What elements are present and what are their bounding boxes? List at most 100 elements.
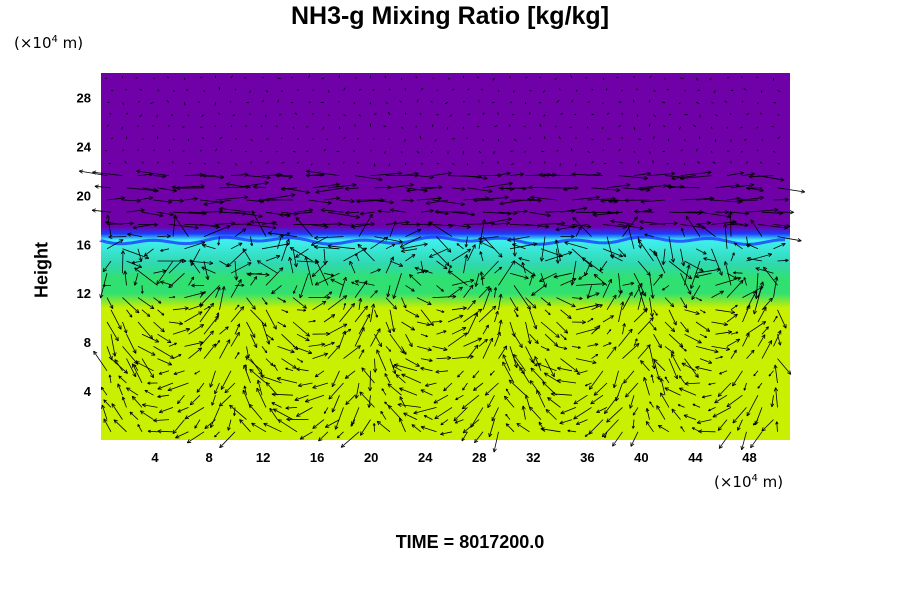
vector-arrow <box>730 89 734 92</box>
vector-arrow-head <box>692 403 695 407</box>
vector-arrow-head <box>690 285 694 289</box>
vector-arrow <box>578 272 588 280</box>
vector-arrow-head <box>656 376 660 381</box>
vector-arrow-head <box>596 172 601 174</box>
vector-arrow-head <box>673 221 678 224</box>
vector-arrow <box>739 199 759 201</box>
vector-arrow <box>374 309 378 318</box>
vector-arrow-head <box>153 187 158 191</box>
vector-arrow <box>726 313 738 323</box>
vector-arrow-head <box>387 383 392 386</box>
vector-arrow-head <box>345 212 350 215</box>
vector-arrow <box>256 260 278 274</box>
vector-arrow <box>218 112 220 115</box>
vector-arrow-head <box>761 427 764 432</box>
vector-arrow-head <box>218 209 223 212</box>
vector-arrow-head <box>140 410 145 412</box>
vector-arrow-head <box>601 432 604 438</box>
vector-arrow-head <box>145 255 150 259</box>
vector-arrow-head <box>428 347 432 351</box>
vector-arrow <box>587 101 590 103</box>
vector-arrow-head <box>127 232 132 235</box>
vector-arrow-head <box>508 218 512 222</box>
vector-arrow <box>430 100 433 103</box>
vector-arrow <box>761 211 784 214</box>
vector-arrow-head <box>204 427 209 429</box>
vector-arrow-head <box>292 367 297 369</box>
vector-arrow-head <box>227 225 231 229</box>
vector-arrow-head <box>359 391 362 396</box>
vector-arrow-head <box>444 265 448 269</box>
vector-arrow-head <box>513 364 518 368</box>
vector-arrow-head <box>251 334 256 338</box>
vector-arrow <box>494 222 510 225</box>
vector-arrow-head <box>645 408 648 412</box>
vector-arrow <box>467 244 476 262</box>
vector-arrow-head <box>236 352 240 354</box>
vector-arrow-head <box>571 210 576 214</box>
vector-arrow <box>711 290 724 298</box>
vector-arrow <box>680 149 684 152</box>
vector-arrow-head <box>367 387 371 392</box>
vector-arrow-head <box>315 375 319 378</box>
vector-arrow <box>436 211 449 215</box>
vector-arrow-head <box>514 308 519 312</box>
vector-arrow-head <box>354 280 359 284</box>
vector-arrow-head <box>425 334 428 337</box>
vector-arrow-head <box>224 326 229 328</box>
vector-arrow-head <box>508 181 513 184</box>
vector-arrow <box>277 233 283 249</box>
vector-arrow <box>457 370 464 378</box>
vector-arrow-head <box>774 207 779 211</box>
vector-arrow-head <box>328 397 333 400</box>
vector-arrow-head <box>248 403 253 407</box>
vector-arrow <box>141 211 164 217</box>
vector-arrow-head <box>244 172 249 175</box>
vector-arrow-head <box>309 209 314 213</box>
vector-arrow <box>411 424 422 433</box>
vector-arrow-head <box>531 294 536 296</box>
vector-arrow <box>103 399 112 408</box>
vector-arrow <box>296 407 313 417</box>
vector-arrow-head <box>458 286 463 289</box>
vector-arrow-head <box>254 305 256 310</box>
vector-arrow-head <box>391 328 395 333</box>
vector-arrow-head <box>279 233 283 238</box>
vector-arrow <box>401 346 407 355</box>
vector-arrow-head <box>326 333 330 337</box>
vector-arrow <box>432 199 465 205</box>
vector-arrow <box>435 370 449 373</box>
vector-arrow <box>381 388 387 396</box>
vector-arrow-head <box>563 189 568 192</box>
vector-arrow-head <box>296 368 300 372</box>
vector-arrow-head <box>203 201 208 205</box>
vector-arrow-head <box>247 221 251 225</box>
vector-arrow-head <box>610 254 614 259</box>
vector-arrow-head <box>400 248 405 252</box>
vector-arrow-head <box>707 222 712 226</box>
vector-arrow <box>777 236 802 242</box>
vector-arrow-head <box>199 341 204 343</box>
vector-arrow <box>188 304 204 311</box>
vector-arrow <box>571 173 604 176</box>
vector-arrow-head <box>299 294 304 299</box>
vector-arrow-head <box>753 374 756 377</box>
vector-arrow-head <box>744 223 749 226</box>
vector-arrow-head <box>360 432 365 436</box>
vector-arrow <box>351 407 360 426</box>
vector-arrow-head <box>463 307 467 311</box>
vector-arrow <box>153 270 166 274</box>
vector-arrow-head <box>217 315 219 320</box>
vector-arrow-head <box>335 426 339 430</box>
vector-arrow <box>250 309 267 327</box>
vector-arrow <box>292 126 295 129</box>
vector-arrow-head <box>497 311 499 315</box>
vector-arrow-head <box>428 253 433 258</box>
vector-arrow-head <box>345 277 347 282</box>
vector-arrow <box>756 76 759 79</box>
vector-arrow-head <box>385 236 389 241</box>
vector-arrow-head <box>461 189 466 192</box>
vector-arrow-head <box>387 185 392 188</box>
vector-arrow <box>601 419 619 438</box>
vector-arrow-head <box>694 375 699 378</box>
